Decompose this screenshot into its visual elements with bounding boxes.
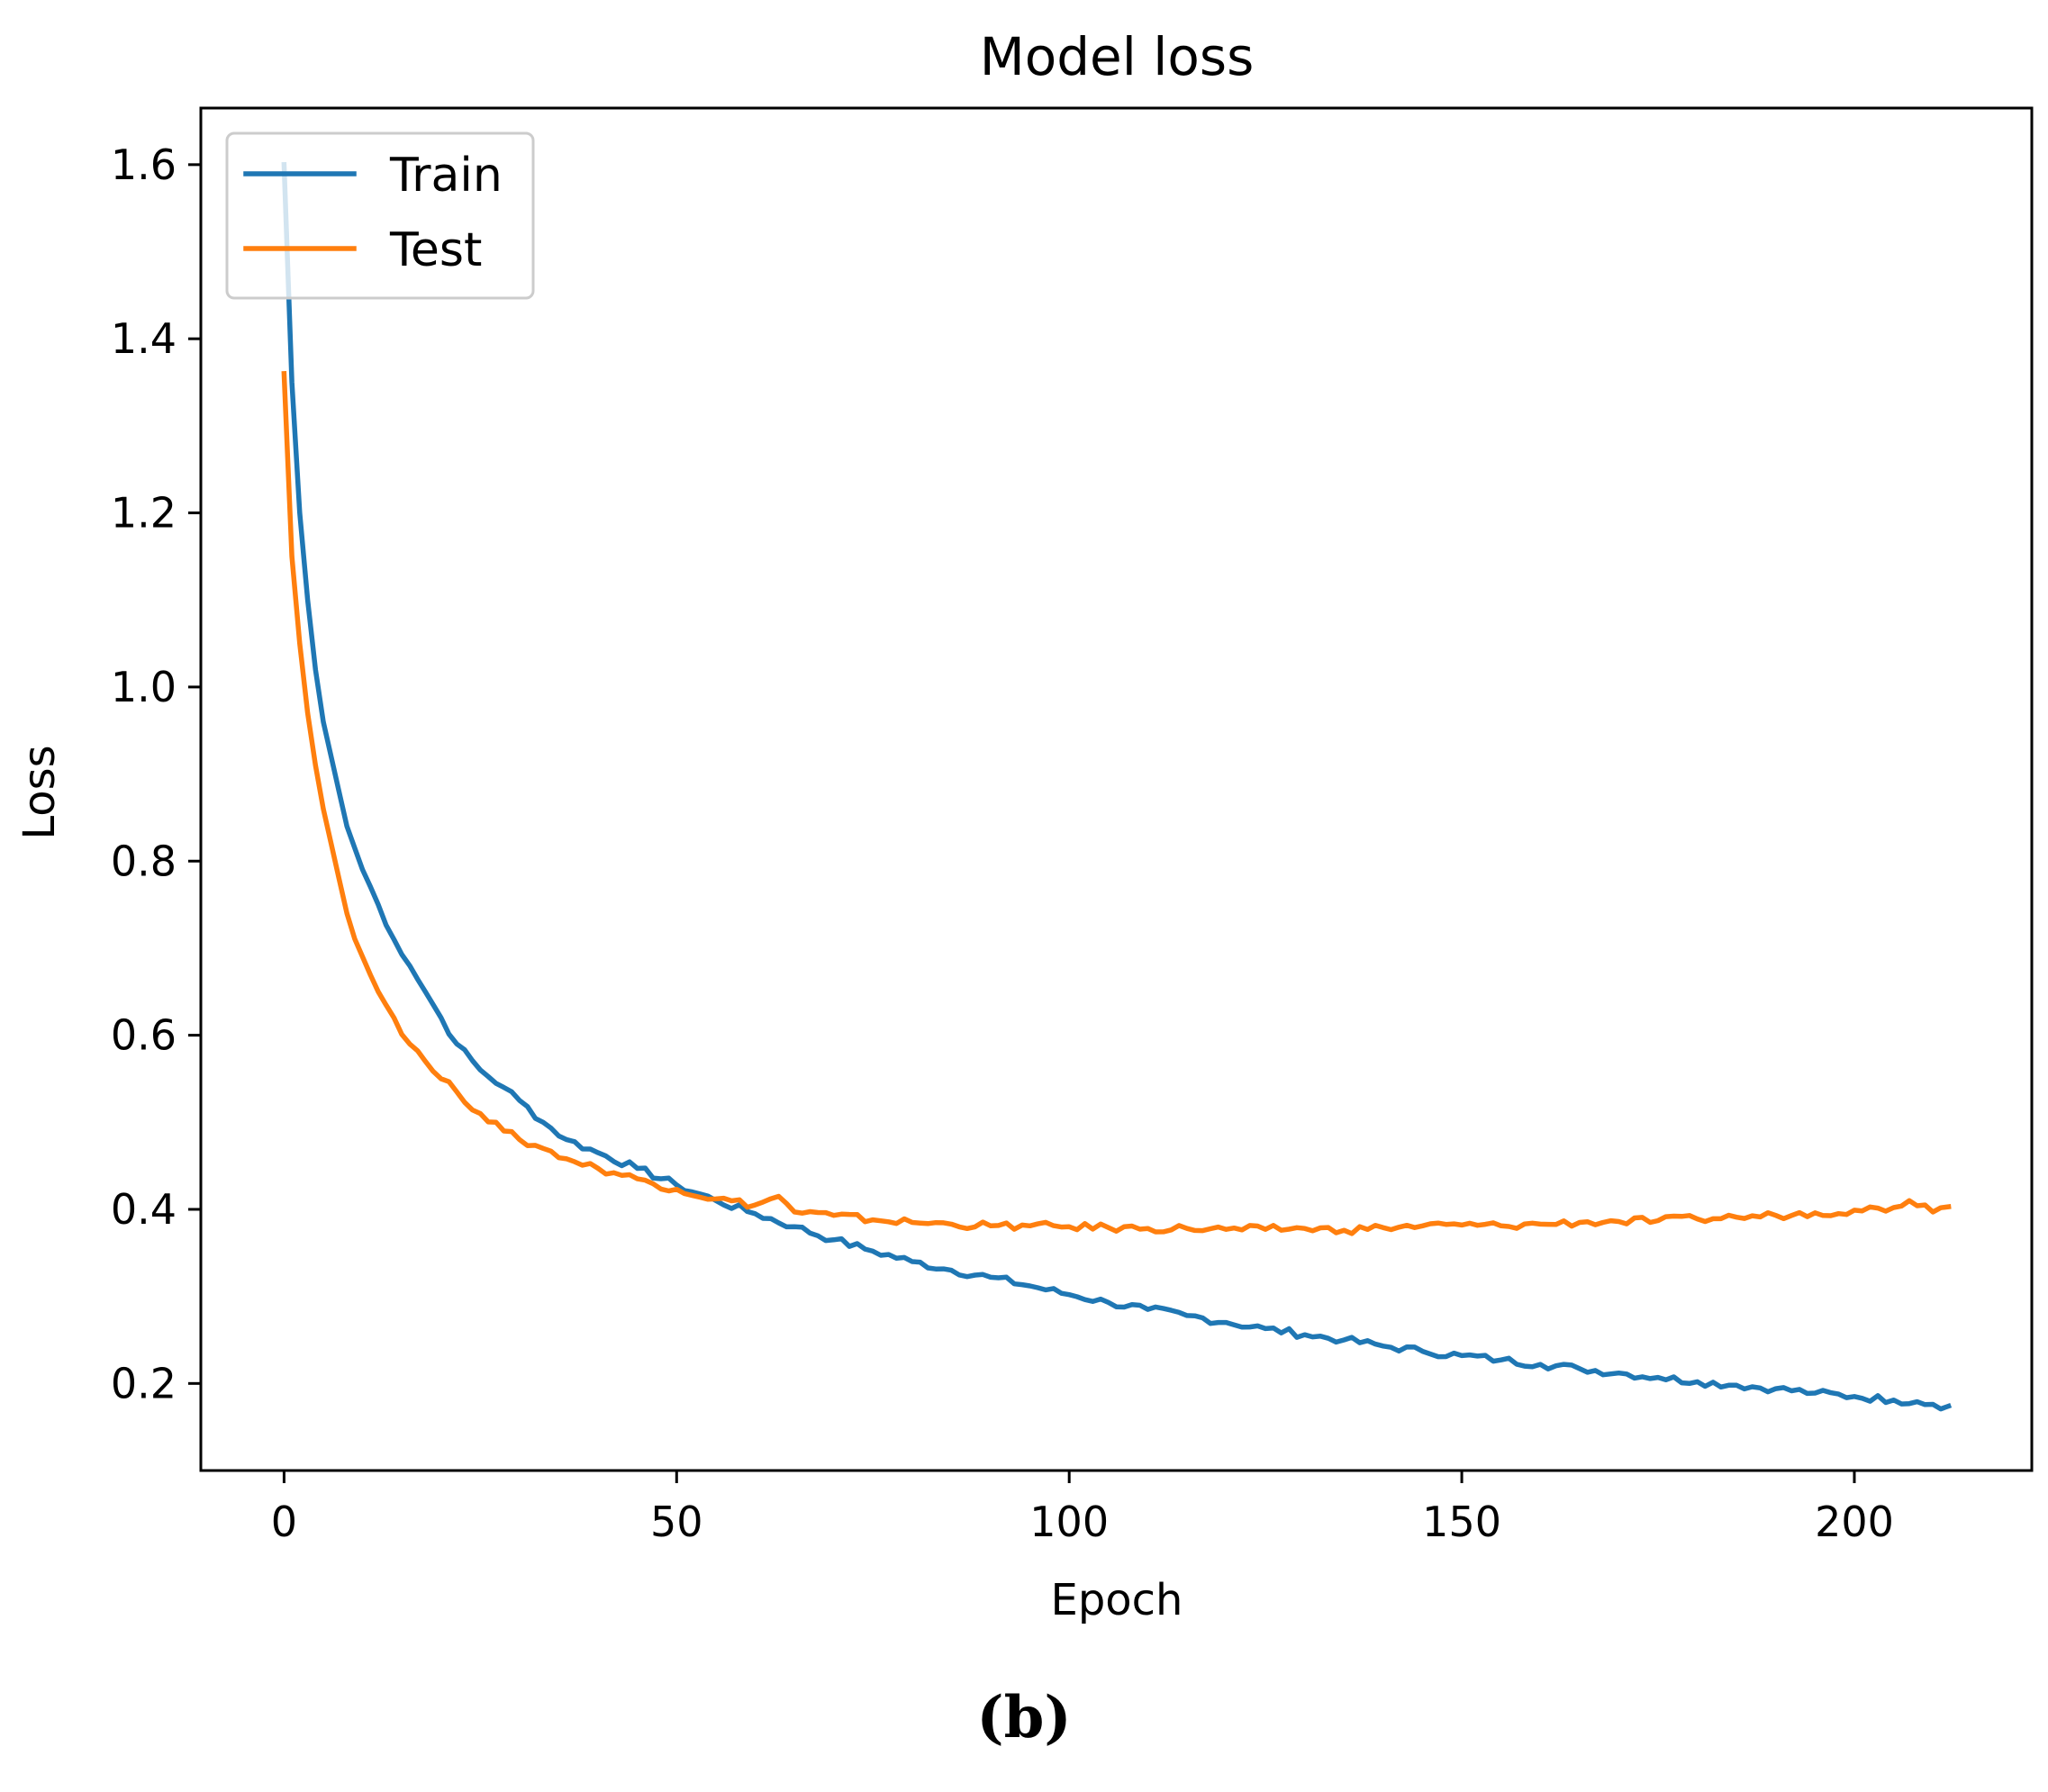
series-line-train	[281, 161, 1953, 1412]
x-tick-label: 0	[271, 1498, 297, 1546]
y-tick-label: 1.0	[111, 663, 177, 711]
x-tick-label: 50	[650, 1498, 703, 1546]
series-line-test	[281, 371, 1952, 1236]
x-axis: 0 50 100 150 200	[271, 1471, 1894, 1546]
series-layer	[281, 161, 1953, 1412]
y-tick-label: 1.6	[111, 140, 177, 189]
chart-title: Model loss	[980, 26, 1255, 87]
legend: Train Test	[225, 131, 535, 300]
x-tick-label: 200	[1815, 1498, 1894, 1546]
x-axis-label: Epoch	[1051, 1575, 1183, 1625]
legend-label-train: Train	[389, 149, 503, 203]
figure-caption: (b)	[976, 1684, 1072, 1751]
y-axis-label: Loss	[14, 745, 65, 839]
x-tick-label: 150	[1422, 1498, 1501, 1546]
y-axis: 0.2 0.4 0.6 0.8 1.0 1.2 1.4 1.6	[111, 140, 201, 1407]
y-tick-label: 1.2	[111, 489, 177, 538]
legend-label-test: Test	[389, 223, 482, 277]
x-tick-label: 100	[1029, 1498, 1109, 1546]
y-tick-label: 1.4	[111, 314, 177, 363]
y-tick-label: 0.2	[111, 1359, 177, 1407]
y-tick-label: 0.6	[111, 1011, 177, 1060]
plot-background	[201, 108, 2032, 1471]
y-tick-label: 0.8	[111, 837, 177, 885]
y-tick-label: 0.4	[111, 1185, 177, 1234]
plot-frame	[199, 106, 2034, 1472]
